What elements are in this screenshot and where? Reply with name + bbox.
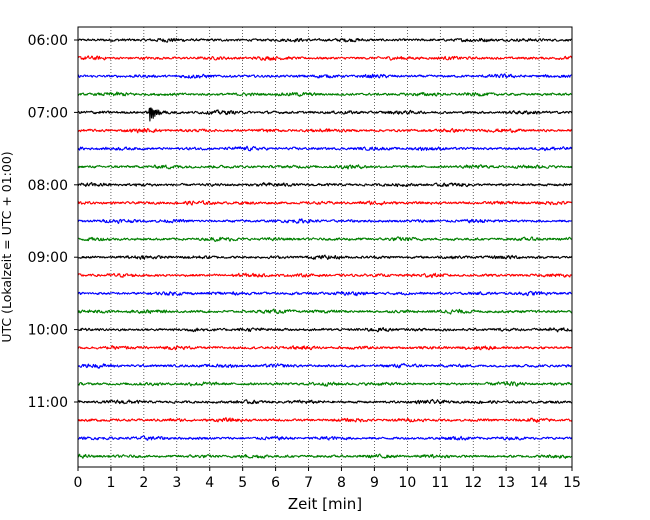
y-tick-label: 08:00 [28,178,68,194]
x-tick-label: 12 [464,475,482,491]
plot-border [77,26,573,468]
x-tick-label: 14 [530,475,548,491]
seismic-trace [77,200,573,206]
seismic-trace [77,417,573,423]
x-tick-label: 2 [139,475,148,491]
seismic-trace [77,435,573,441]
seismic-trace [77,362,573,369]
y-tick-label: 07:00 [28,105,68,121]
seismic-trace [77,73,573,79]
x-tick-label: 0 [74,475,83,491]
x-tick-label: 9 [370,475,379,491]
x-tick-label: 1 [106,475,115,491]
seismic-trace [77,127,573,134]
seismic-trace [77,254,573,260]
x-tick-label: 8 [337,475,346,491]
y-tick-label: 06:00 [28,33,68,49]
x-tick-label: 6 [271,475,280,491]
seismic-trace [77,236,573,242]
seismic-trace [77,290,573,297]
y-axis: 06:00 07:00 08:00 09:00 10:00 11:00 [28,33,78,411]
y-tick-label: 10:00 [28,323,68,339]
y-tick-label: 09:00 [28,250,68,266]
seismic-trace [77,381,573,387]
x-axis-label: Zeit [min] [288,495,362,513]
seismic-trace [77,145,573,152]
seismic-trace [77,55,573,61]
seismic-trace [77,164,573,170]
seismic-trace [77,326,573,333]
seismic-trace [77,398,573,405]
x-tick-label: 4 [205,475,214,491]
x-axis: 0 1 2 3 4 5 6 7 8 9 10 11 12 13 14 15 [74,467,581,491]
x-tick-label: 5 [238,475,247,491]
y-axis-label: UTC (Lokalzeit = UTC + 01:00) [0,151,14,342]
plot-frame [78,27,572,467]
grid-lines [110,27,540,467]
seismic-trace [77,218,573,224]
seismic-trace [77,107,573,122]
y-tick-label: 11:00 [28,395,68,411]
x-tick-label: 15 [563,475,581,491]
seismic-trace [77,345,573,351]
x-tick-label: 10 [398,475,416,491]
x-tick-label: 11 [431,475,449,491]
x-tick-label: 13 [497,475,515,491]
seismic-trace [77,91,573,97]
seismic-trace [77,453,573,459]
seismic-trace [77,272,573,279]
x-tick-label: 3 [172,475,181,491]
traces [77,37,573,459]
seismic-trace [77,37,573,43]
seismic-trace [77,308,573,315]
x-tick-label: 7 [304,475,313,491]
seismic-trace [77,181,573,188]
